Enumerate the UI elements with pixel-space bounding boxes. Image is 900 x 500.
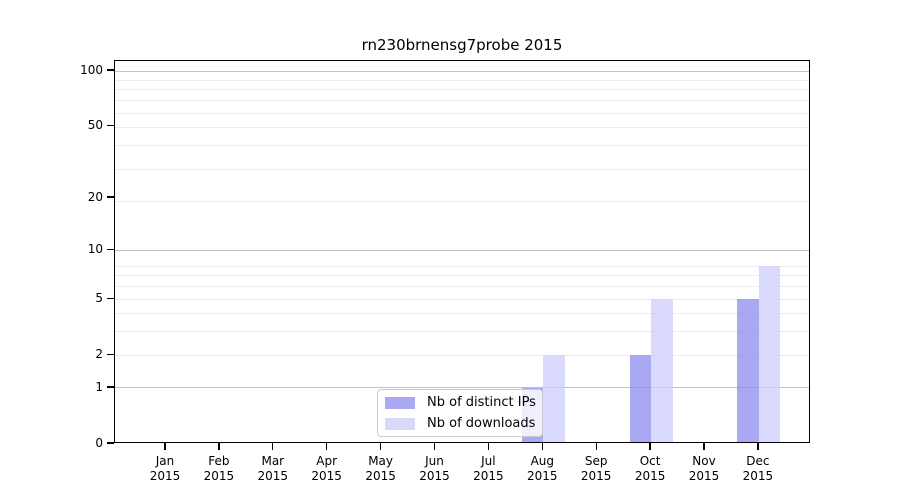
minor-gridline [115,79,809,81]
y-tick-label: 50 [87,118,103,133]
x-tick-label: Aug 2015 [527,454,558,483]
bar-distinct-ips [629,355,652,442]
minor-gridline [115,275,809,277]
minor-gridline [115,89,809,91]
x-tick-mark [703,443,705,450]
x-tick-mark [218,443,220,450]
y-tick-mark [107,297,114,299]
legend-item: Nb of distinct IPs [385,395,542,411]
major-gridline [115,70,809,72]
x-tick-label: Sep 2015 [580,454,612,483]
legend-label: Nb of downloads [427,416,536,431]
y-tick-mark [107,124,114,126]
minor-gridline [115,112,809,114]
x-tick-mark [326,443,328,450]
y-tick-label: 2 [95,347,103,362]
x-tick-mark [487,443,490,450]
x-tick-label: Dec 2015 [742,454,774,483]
legend: Nb of distinct IPs Nb of downloads [377,389,543,437]
y-tick-label: 1 [95,379,103,394]
legend-color-patch [385,396,415,409]
y-tick-label: 20 [87,189,103,204]
x-tick-label: Nov 2015 [688,454,720,483]
bar-downloads [758,266,781,442]
bar-downloads [651,299,673,442]
x-tick-mark [272,443,274,450]
x-tick-label: Feb 2015 [203,454,235,483]
x-tick-mark [379,443,382,450]
minor-gridline [115,286,809,288]
x-tick-label: Mar 2015 [257,454,289,483]
gridlines-layer [115,61,809,442]
minor-gridline [115,168,809,170]
y-tick-label: 5 [95,291,103,306]
x-tick-label: Apr 2015 [311,454,342,483]
y-tick-mark [107,69,114,71]
y-tick-mark [107,353,114,355]
x-tick-label: Jan 2015 [149,454,181,483]
x-tick-mark [433,443,436,450]
x-tick-label: Jun 2015 [419,454,450,483]
y-tick-mark [107,442,114,444]
x-tick-mark [595,443,597,450]
x-tick-label: May 2015 [365,454,396,483]
y-tick-label: 10 [87,242,103,257]
y-tick-mark [107,248,114,250]
legend-item: Nb of downloads [385,416,542,432]
major-gridline [115,249,809,251]
y-tick-label: 0 [95,436,103,450]
minor-gridline [115,127,809,129]
minor-gridline [115,331,809,333]
y-tick-mark [107,196,114,198]
minor-gridline [115,354,809,356]
minor-gridline [115,100,809,102]
minor-gridline [115,313,809,315]
minor-gridline [115,265,809,267]
bar-distinct-ips [737,299,759,442]
bar-downloads [543,355,565,442]
x-tick-mark [164,443,166,450]
minor-gridline [115,145,809,147]
y-tick-label: 100 [80,63,103,77]
x-tick-mark [649,443,651,450]
x-tick-mark [757,443,759,450]
minor-gridline [115,298,809,300]
legend-label: Nb of distinct IPs [427,395,536,410]
x-tick-label: Jul 2015 [473,454,504,483]
chart-title: rn230brnensg7probe 2015 [361,36,563,54]
legend-color-patch [385,417,415,430]
y-tick-mark [107,386,114,388]
x-tick-label: Oct 2015 [634,454,666,483]
major-gridline [115,387,809,389]
minor-gridline [115,201,809,203]
x-tick-mark [541,443,543,450]
